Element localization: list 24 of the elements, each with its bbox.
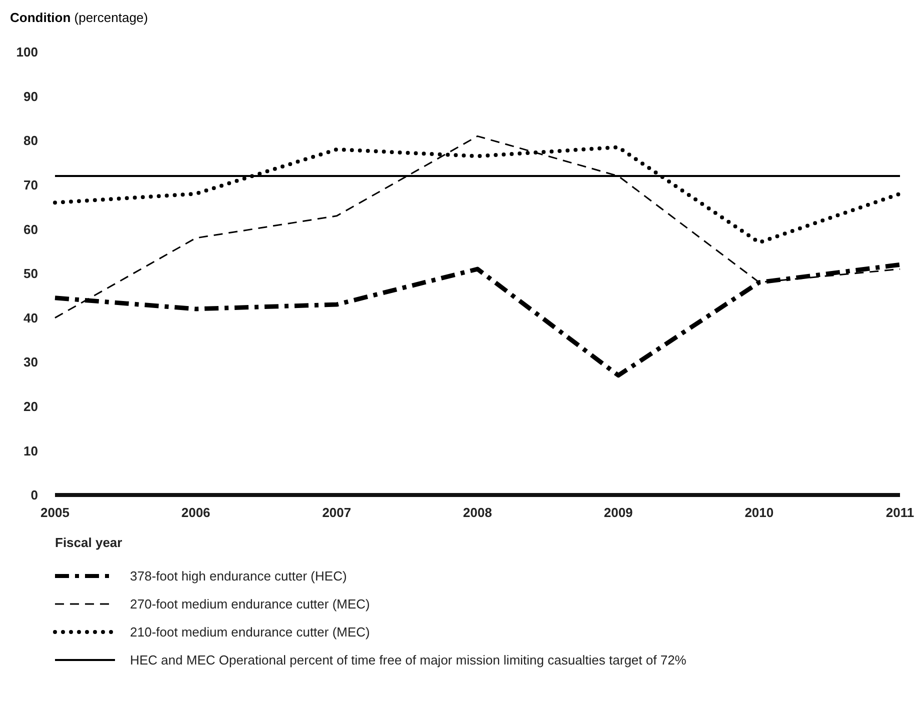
y-tick-label: 50 [24,266,38,282]
legend-label: 270-foot medium endurance cutter (MEC) [130,596,370,612]
y-tick-label: 10 [24,443,38,458]
x-tick-label: 2008 [463,505,492,520]
y-tick-label: 70 [24,177,38,192]
x-tick-label: 2011 [886,505,914,520]
y-tick-label: 0 [30,488,38,503]
x-tick-label: 2007 [322,505,352,520]
y-tick-label: 60 [24,222,38,237]
legend-label: HEC and MEC Operational percent of time free of major mission limiting casualties target of 72% [130,652,687,668]
y-tick-label: 100 [16,44,38,60]
y-tick-label: 90 [24,88,38,104]
y-tick-label: 30 [24,354,38,370]
x-tick-label: 2005 [40,505,70,520]
y-tick-label: 80 [24,133,38,148]
y-axis-title: Condition (percentage) [10,10,148,25]
x-axis-title: Fiscal year [55,535,122,550]
y-tick-label: 20 [24,398,38,414]
x-tick-label: 2006 [181,505,210,520]
legend-label: 378-foot high endurance cutter (HEC) [130,568,347,584]
x-tick-label: 2010 [744,505,774,520]
x-tick-label: 2009 [604,505,633,520]
y-tick-label: 40 [24,310,38,326]
legend-label: 210-foot medium endurance cutter (MEC) [130,624,370,640]
